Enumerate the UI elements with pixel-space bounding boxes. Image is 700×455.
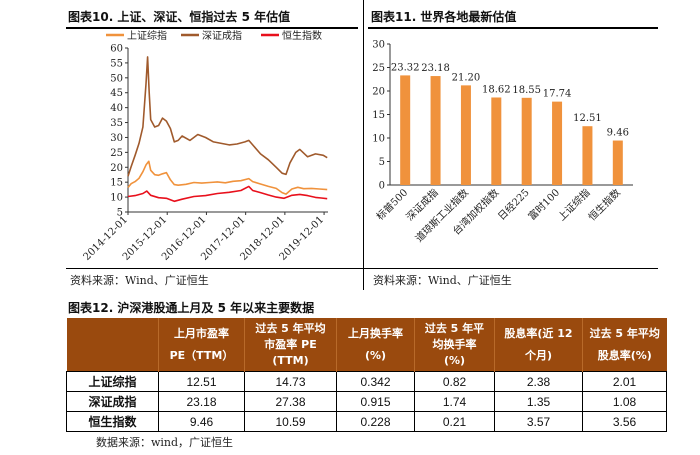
fig10-y-tick-label: 20 [110, 163, 123, 174]
fig10-source: 资料来源：Wind、广证恒生 [70, 274, 209, 287]
table-cell: 1.08 [582, 391, 667, 412]
fig10-y-tick-label: 45 [110, 88, 123, 99]
table-cell: 3.56 [582, 411, 667, 432]
fig11-bar [491, 97, 502, 185]
table-cell: 3.57 [494, 411, 583, 432]
fig11-source: 资料来源：Wind、广证恒生 [373, 274, 512, 287]
header-cell-4: 过去 5 年平 均换手率 (%) [414, 318, 495, 372]
table-cell: 0.82 [414, 371, 495, 392]
table-row: 恒生指数 9.46 10.59 0.228 0.21 3.57 3.56 [66, 411, 667, 432]
fig12-source: 数据来源：wind，广证恒生 [96, 436, 234, 449]
fig12-title: 图表12. 沪深港股通上月及 5 年以来主要数据 [68, 301, 315, 315]
fig11-bar-value-label: 18.62 [482, 84, 511, 95]
fig11-bar-value-label: 17.74 [543, 89, 572, 100]
table-cell: 2.01 [582, 371, 667, 392]
fig11-category-label: 日经225 [495, 186, 532, 223]
fig11-y-tick-label: 5 [379, 157, 385, 168]
table-cell: 12.51 [158, 371, 245, 392]
fig12-table: 上月市盈率 PE（TTM） 过去 5 年平均 市盈率 PE (TTM) 上月换手率 (%… [66, 318, 667, 432]
fig11-bar-value-label: 18.55 [512, 85, 541, 96]
fig10-y-tick-label: 60 [110, 44, 123, 55]
header-cell-1: 上月市盈率 PE（TTM） [158, 318, 245, 372]
table-header-row: 上月市盈率 PE（TTM） 过去 5 年平均 市盈率 PE (TTM) 上月换手率 (%… [66, 318, 667, 372]
top-rule-right [368, 27, 658, 29]
header-cell-3: 上月换手率 (%) [336, 318, 415, 372]
fig11-y-tick-label: 25 [372, 63, 385, 74]
fig11-bar [460, 85, 471, 185]
vertical-divider [363, 0, 364, 290]
fig10-legend-label: 上证综指 [127, 29, 167, 42]
fig11-category-label: 恒生指数 [585, 186, 622, 223]
fig11-bar [521, 97, 532, 185]
fig10-title: 图表10. 上证、深证、恒指过去 5 年估值 [68, 10, 291, 24]
fig10-y-tick-label: 10 [110, 193, 123, 204]
fig10-y-tick-label: 40 [110, 103, 123, 114]
table-cell: 0.342 [336, 371, 415, 392]
row-label: 恒生指数 [66, 411, 159, 432]
fig11-bar-value-label: 12.51 [573, 113, 602, 124]
table-row: 深证成指 23.18 27.38 0.915 1.74 1.35 1.08 [66, 391, 667, 412]
fig10-legend: 上证综指 深证成指 恒生指数 [106, 29, 322, 42]
header-cell-6: 过去 5 年平均 股息率(%) [582, 318, 667, 372]
fig10-legend-label: 恒生指数 [282, 29, 322, 42]
table-cell: 14.73 [244, 371, 337, 392]
table-cell: 2.38 [494, 371, 583, 392]
fig10-series-line [127, 160, 328, 195]
fig10-y-tick-label: 25 [110, 148, 123, 159]
table-cell: 0.915 [336, 391, 415, 412]
table-cell: 0.21 [414, 411, 495, 432]
fig11-bar [430, 76, 441, 185]
fig11-bar-value-label: 23.32 [391, 62, 420, 73]
fig11-bar [612, 140, 623, 185]
fig10-y-tick-label: 5 [117, 208, 123, 219]
fig10-line-chart: 上证综指 深证成指 恒生指数 510152025303540455055602014… [82, 29, 328, 263]
table-cell: 0.228 [336, 411, 415, 432]
table-row: 上证综指 12.51 14.73 0.342 0.82 2.38 2.01 [66, 371, 667, 392]
fig11-title: 图表11. 世界各地最新估值 [371, 10, 517, 24]
table-cell: 27.38 [244, 391, 337, 412]
fig11-y-tick-label: 20 [372, 87, 385, 98]
header-cell-2: 过去 5 年平均 市盈率 PE (TTM) [244, 318, 337, 372]
fig11-y-tick-label: 0 [379, 181, 385, 192]
table-cell: 9.46 [158, 411, 245, 432]
fig11-bar [400, 75, 411, 185]
fig10-y-tick-label: 50 [110, 73, 123, 84]
fig11-bars: 23.32标普50023.18深证成指21.20道琼斯工业指数18.62台湾加权… [373, 62, 628, 244]
fig11-category-label: 道琼斯工业指数 [412, 186, 471, 245]
row-label: 上证综指 [66, 371, 159, 392]
header-cell-5: 股息率(近 12 个月) [494, 318, 583, 372]
table-cell: 1.35 [494, 391, 583, 412]
fig11-bar-value-label: 21.20 [452, 72, 481, 83]
fig11-y-tick-label: 15 [372, 110, 385, 121]
fig11-bar-value-label: 23.18 [421, 63, 450, 74]
table-cell: 10.59 [244, 411, 337, 432]
fig10-y-tick-label: 55 [110, 58, 123, 69]
table-cell: 1.74 [414, 391, 495, 412]
fig10-series-line [127, 185, 328, 203]
source-rule [66, 268, 658, 269]
fig11-bar-value-label: 9.46 [607, 128, 629, 139]
fig11-category-label: 富时100 [525, 186, 562, 223]
fig10-y-tick-label: 35 [110, 118, 123, 129]
fig11-y-tick-label: 10 [372, 134, 385, 145]
fig11-y-tick-label: 30 [372, 40, 385, 51]
row-label: 深证成指 [66, 391, 159, 412]
fig10-y-tick-label: 15 [110, 178, 123, 189]
fig10-series-lines [127, 56, 328, 203]
top-rule-left [66, 27, 358, 29]
fig10-y-tick-label: 30 [110, 133, 123, 144]
fig11-bar [552, 101, 563, 185]
fig11-bar [582, 126, 593, 185]
header-cell-0 [66, 318, 159, 372]
fig11-axes: 0 5 10 15 20 25 30 [372, 40, 633, 192]
fig10-series-line [127, 56, 328, 177]
table-cell: 23.18 [158, 391, 245, 412]
fig10-axes: 510152025303540455055602014-12-012015-12… [82, 44, 328, 263]
fig10-legend-label: 深证成指 [202, 29, 242, 42]
fig11-category-label: 上证综指 [555, 186, 592, 223]
